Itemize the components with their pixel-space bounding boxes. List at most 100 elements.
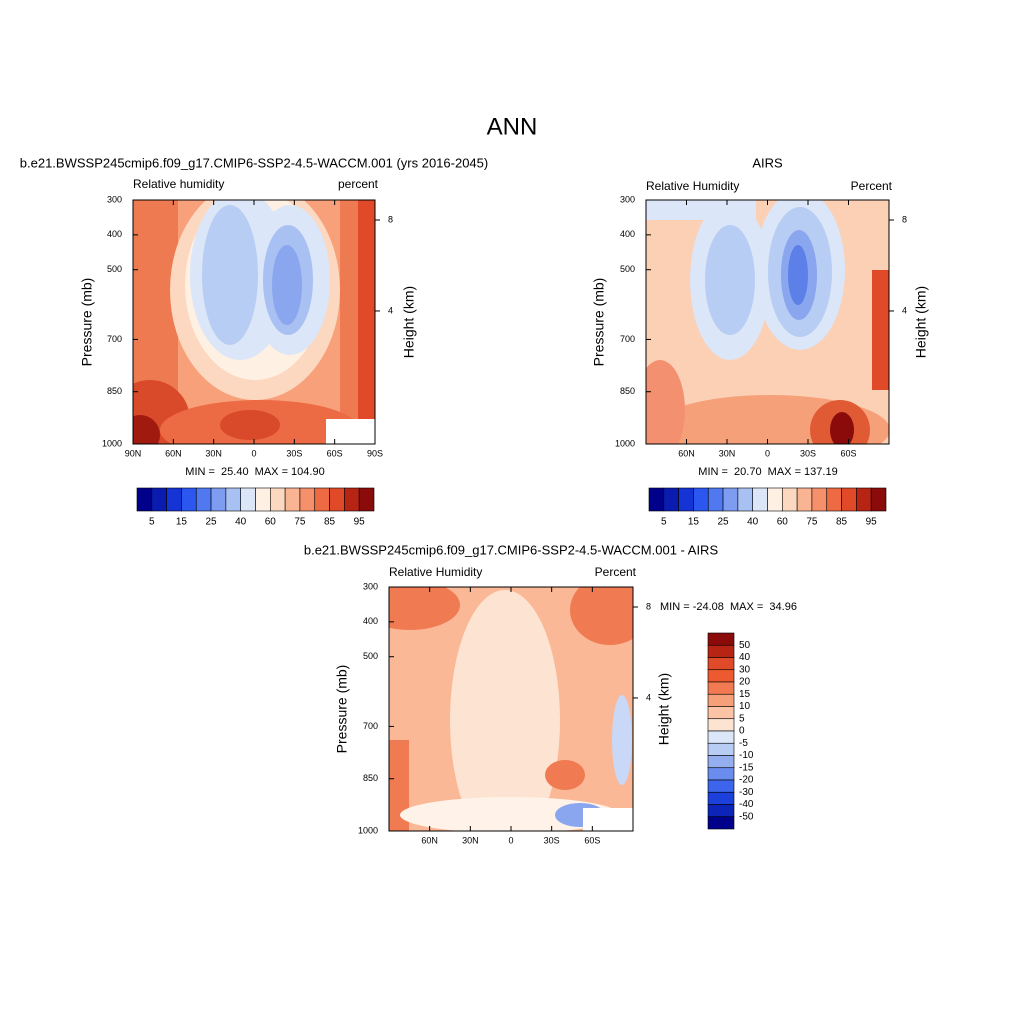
stats: MIN = 20.70 MAX = 137.19: [698, 466, 837, 478]
colorbar-box: [707, 742, 735, 756]
x-tick-label: 60S: [327, 448, 343, 458]
colorbar-label: 20: [739, 677, 751, 688]
y2-tick-label: 8: [902, 214, 907, 224]
contour-field: [133, 200, 375, 444]
colorbar-box: [767, 487, 783, 512]
colorbar-box: [707, 681, 735, 695]
colorbar-box: [707, 779, 735, 793]
y2-axis-label: Height (km): [913, 286, 929, 358]
colorbar-label: -15: [739, 762, 754, 773]
colorbar-box: [195, 487, 212, 512]
x-tick-label: 90S: [367, 448, 383, 458]
colorbar-box: [707, 816, 735, 830]
colorbar-label: 15: [688, 517, 700, 528]
colorbar-label: -30: [739, 787, 754, 798]
colorbar-label: -40: [739, 799, 754, 810]
y2-tick-label: 4: [902, 305, 907, 315]
figure-title: ANN: [487, 113, 538, 140]
colorbar-box: [270, 487, 286, 512]
colorbar-box: [856, 487, 872, 512]
colorbar-box: [707, 632, 735, 646]
x-tick-label: 0: [765, 448, 770, 458]
colorbar-box: [707, 487, 724, 512]
y-tick-label: 850: [620, 386, 635, 396]
colorbar-box: [707, 730, 735, 744]
y-tick-label: 500: [107, 264, 122, 274]
colorbar-box: [707, 669, 735, 683]
colorbar-box: [284, 487, 301, 512]
contour-field: [646, 200, 889, 444]
colorbar-box: [166, 487, 182, 512]
colorbar-label: 40: [235, 517, 247, 528]
colorbar-box: [181, 487, 197, 512]
x-tick-label: 60S: [840, 448, 856, 458]
stats: MIN = 25.40 MAX = 104.90: [185, 466, 324, 478]
y-tick-label: 500: [620, 264, 635, 274]
colorbar-label: 60: [265, 517, 277, 528]
y2-tick-label: 8: [646, 601, 651, 611]
colorbar-label: 5: [739, 713, 745, 724]
x-tick-label: 30N: [205, 448, 222, 458]
x-tick-label: 60N: [421, 835, 438, 845]
colorbar-box: [678, 487, 694, 512]
right-string: Percent: [851, 179, 893, 193]
colorbar-label: -5: [739, 738, 748, 749]
colorbar-label: 50: [739, 640, 751, 651]
colorbar-label: 40: [747, 517, 759, 528]
colorbar-label: 40: [739, 652, 751, 663]
colorbar-box: [811, 487, 828, 512]
colorbar-box: [648, 487, 665, 512]
panel-title: b.e21.BWSSP245cmip6.f09_g17.CMIP6-SSP2-4…: [304, 542, 719, 557]
colorbar-label: 85: [324, 517, 336, 528]
colorbar-box: [225, 487, 241, 512]
y-tick-label: 1000: [615, 438, 635, 448]
colorbar-box: [707, 791, 735, 805]
colorbar-box: [782, 487, 798, 512]
colorbar-label: 85: [836, 517, 848, 528]
y2-axis-label: Height (km): [656, 673, 672, 745]
x-tick-label: 30N: [719, 448, 736, 458]
y-tick-label: 300: [620, 194, 635, 204]
y-tick-label: 700: [107, 334, 122, 344]
colorbar-box: [707, 693, 735, 707]
right-string: Percent: [595, 565, 637, 579]
colorbar-box: [314, 487, 330, 512]
y2-tick-label: 8: [388, 214, 393, 224]
colorbar-label: 60: [777, 517, 789, 528]
colorbar-box: [299, 487, 316, 512]
contour-field: [389, 587, 633, 831]
y-tick-label: 400: [363, 616, 378, 626]
x-tick-label: 30S: [800, 448, 816, 458]
colorbar-box: [870, 487, 887, 512]
colorbar-box: [663, 487, 679, 512]
y-tick-label: 850: [363, 773, 378, 783]
y-tick-label: 700: [363, 721, 378, 731]
colorbar-box: [752, 487, 768, 512]
y2-axis-label: Height (km): [401, 286, 417, 358]
x-tick-label: 0: [251, 448, 256, 458]
y-tick-label: 300: [107, 194, 122, 204]
colorbar-label: 95: [866, 517, 878, 528]
y-tick-label: 1000: [102, 438, 122, 448]
colorbar-box: [707, 657, 735, 671]
colorbar-label: 75: [806, 517, 818, 528]
x-tick-label: 30S: [544, 835, 560, 845]
colorbar-label: 15: [176, 517, 188, 528]
colorbar-label: 10: [739, 701, 751, 712]
y-tick-label: 500: [363, 651, 378, 661]
colorbar-label: 15: [739, 689, 751, 700]
x-tick-label: 0: [508, 835, 513, 845]
colorbar-box: [255, 487, 271, 512]
y-axis-label: Pressure (mb): [334, 665, 350, 754]
y-tick-label: 400: [620, 229, 635, 239]
colorbar-label: 75: [294, 517, 306, 528]
panel-title: b.e21.BWSSP245cmip6.f09_g17.CMIP6-SSP2-4…: [20, 155, 488, 170]
colorbar-box: [136, 487, 153, 512]
left-string: Relative humidity: [133, 177, 224, 191]
colorbar-box: [841, 487, 857, 512]
y-tick-label: 400: [107, 229, 122, 239]
x-tick-label: 60N: [678, 448, 695, 458]
colorbar-box: [707, 644, 735, 658]
colorbar-label: -10: [739, 750, 754, 761]
colorbar-box: [796, 487, 813, 512]
